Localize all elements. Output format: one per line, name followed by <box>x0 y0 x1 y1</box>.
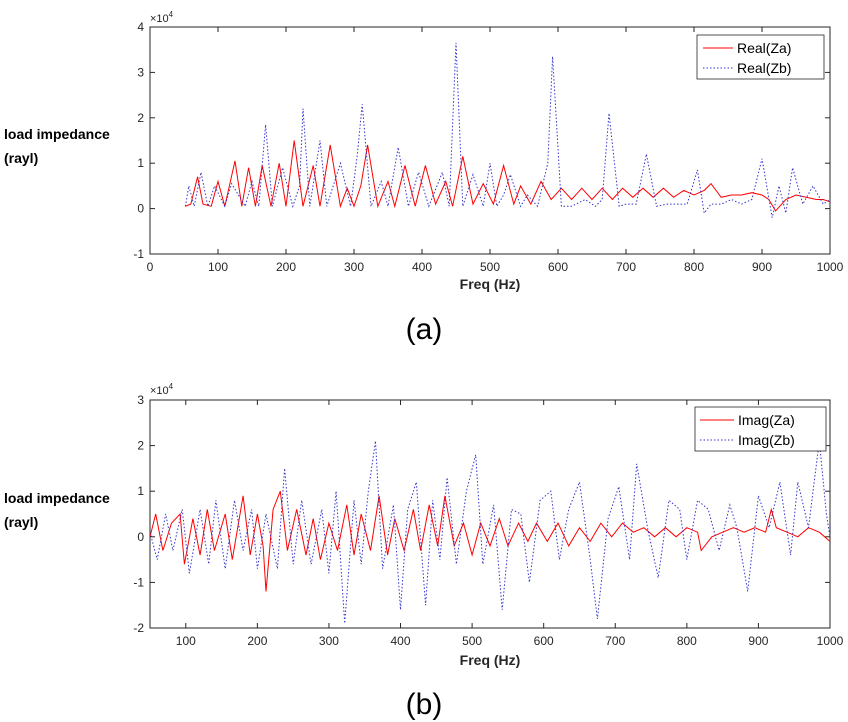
series-line-imag-za <box>149 491 831 592</box>
y-tick-label: 2 <box>137 439 144 453</box>
y-axis-label-a-line1: load impedance <box>4 126 110 142</box>
x-tick-label: 800 <box>677 634 697 648</box>
y-axis-label-b-line1: load impedance <box>4 490 110 506</box>
x-axis-label-b: Freq (Hz) <box>460 652 521 668</box>
x-tick-label: 400 <box>412 260 432 274</box>
x-tick-label: 600 <box>534 634 554 648</box>
y-tick-label: 4 <box>137 20 144 34</box>
y-tick-label: -2 <box>133 621 144 635</box>
x-tick-label: 500 <box>462 634 482 648</box>
legend-label-imag-za: Imag(Za) <box>738 412 795 428</box>
caption-b: (b) <box>406 688 443 721</box>
legend-b: Imag(Za) Imag(Zb) <box>694 406 827 452</box>
x-tick-label: 800 <box>684 260 704 274</box>
x-tick-label: 200 <box>276 260 296 274</box>
legend-box-a <box>696 34 825 80</box>
x-tick-label: 300 <box>319 634 339 648</box>
legend-label-imag-zb: Imag(Zb) <box>738 432 795 448</box>
x-tick-label: 900 <box>752 260 772 274</box>
x-tick-label: 300 <box>344 260 364 274</box>
x-tick-label: 600 <box>548 260 568 274</box>
y-tick-label: 0 <box>137 530 144 544</box>
x-tick-label: 200 <box>247 634 267 648</box>
y-tick-label: 2 <box>137 111 144 125</box>
series-line-real-zb <box>184 42 831 218</box>
y-axis-label-a-line2: (rayl) <box>4 150 38 166</box>
legend-a: Real(Za) Real(Zb) <box>696 34 825 80</box>
y-exponent-a: ×104 <box>150 10 174 25</box>
y-exponent-b: ×104 <box>150 382 174 397</box>
legend-label-real-zb: Real(Zb) <box>737 60 791 76</box>
y-axis-label-b-line2: (rayl) <box>4 514 38 530</box>
x-tick-label: 100 <box>176 634 196 648</box>
legend-box-b <box>694 406 827 452</box>
x-tick-label: 500 <box>480 260 500 274</box>
legend-label-real-za: Real(Za) <box>737 40 791 56</box>
x-tick-label: 1000 <box>817 634 844 648</box>
y-tick-label: 1 <box>137 156 144 170</box>
x-tick-label: 900 <box>748 634 768 648</box>
x-axis-label-a: Freq (Hz) <box>460 276 521 292</box>
y-tick-label: 0 <box>137 202 144 216</box>
panel-b: 100 200 300 400 500 600 700 800 900 1000-2-10123 … <box>4 382 844 668</box>
y-tick-label: 1 <box>137 484 144 498</box>
y-tick-label: -1 <box>133 247 144 261</box>
panel-a: 0 100 200 300 400 500 600 700 800 900 1000-101234 … <box>4 10 844 292</box>
y-tick-label: 3 <box>137 65 144 79</box>
y-tick-label: 3 <box>137 393 144 407</box>
x-tick-label: 400 <box>391 634 411 648</box>
x-tick-label: 1000 <box>817 260 844 274</box>
y-tick-label: -1 <box>133 575 144 589</box>
x-tick-label: 700 <box>616 260 636 274</box>
caption-a: (a) <box>406 313 443 346</box>
x-tick-label: 100 <box>208 260 228 274</box>
series-line-real-za <box>185 140 831 212</box>
x-tick-label: 700 <box>605 634 625 648</box>
x-tick-label: 0 <box>147 260 154 274</box>
